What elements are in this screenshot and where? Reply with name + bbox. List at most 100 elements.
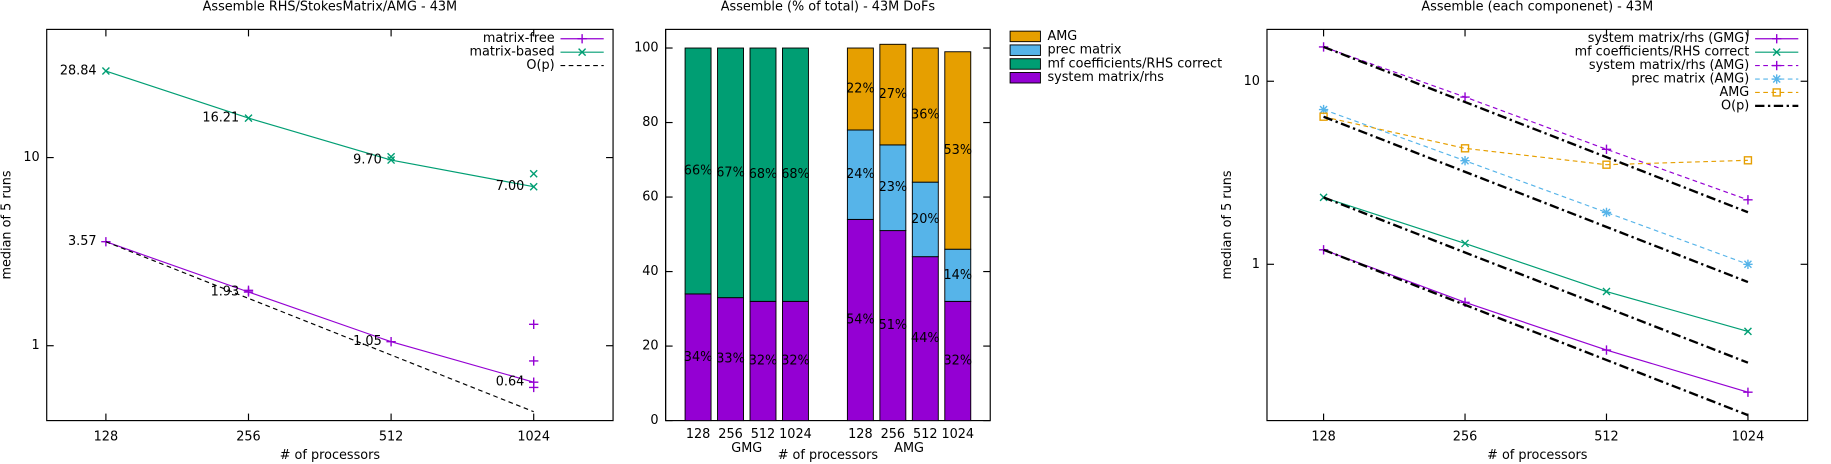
y-tick-label: 10: [23, 150, 39, 165]
data-label: 68%: [781, 167, 810, 182]
x-tick-label: 1024: [517, 429, 550, 444]
data-label: 67%: [716, 165, 745, 180]
marker: [1602, 160, 1611, 169]
legend-swatch: [1009, 30, 1041, 43]
y-tick-label: 60: [642, 190, 658, 205]
data-label: 24%: [846, 167, 875, 182]
bar-segment: [846, 218, 874, 422]
chart-title: Assemble RHS/StokesMatrix/AMG - 43M: [203, 0, 457, 15]
marker: [243, 287, 254, 297]
y-tick-label: 0: [650, 413, 658, 428]
series-line: [1323, 196, 1749, 332]
marker: [1743, 387, 1753, 397]
bar-segment: [717, 297, 744, 422]
y-tick-label: 1: [32, 338, 40, 353]
legend-label: prec matrix (AMG): [1631, 72, 1749, 87]
marker: [529, 382, 539, 393]
legend-swatch: [1009, 44, 1041, 56]
x-tick-label: 256: [718, 427, 743, 442]
bar-segment: [879, 144, 907, 232]
marker: [1743, 156, 1753, 165]
legend-label: prec matrix: [1047, 43, 1121, 58]
marker: [578, 48, 587, 57]
marker: [1460, 156, 1470, 166]
marker: [1743, 195, 1753, 205]
data-label: 68%: [749, 167, 778, 182]
marker: [577, 34, 587, 44]
bar-segment: [911, 256, 939, 422]
y-tick-label: 100: [634, 41, 659, 56]
data-label: 66%: [684, 163, 713, 178]
x-tick-label: 256: [881, 427, 906, 442]
marker: [529, 356, 539, 366]
data-label: 32%: [944, 353, 973, 368]
y-axis-label: median of 5 runs: [0, 170, 15, 279]
series-line: [1323, 115, 1749, 284]
bar-segment: [782, 47, 809, 302]
marker: [386, 337, 396, 347]
legend-label: O(p): [526, 58, 554, 73]
marker: [101, 67, 110, 76]
x-tick-label: 512: [751, 427, 776, 442]
x-tick-label: 128: [1311, 429, 1335, 444]
bar-segment: [911, 47, 939, 183]
x-tick-label: 1024: [1732, 429, 1765, 444]
series-line: [1323, 116, 1748, 166]
y-tick-label: 10: [1244, 74, 1260, 89]
marker: [1460, 144, 1470, 153]
y-tick-label: 40: [642, 264, 658, 279]
marker: [1601, 207, 1612, 218]
bar-segment: [879, 230, 907, 422]
data-label: 51%: [879, 318, 908, 333]
y-tick-label: 1: [1252, 257, 1260, 272]
data-label: 1.05: [353, 334, 382, 349]
data-label: 34%: [684, 350, 713, 365]
bar-segment: [684, 47, 712, 295]
data-label: 14%: [944, 268, 973, 283]
data-label: 32%: [781, 353, 810, 368]
marker: [244, 114, 253, 123]
marker: [1601, 144, 1612, 154]
data-label: 54%: [846, 312, 875, 327]
data-label: 1.93: [211, 284, 240, 299]
x-axis-label: # of processors: [778, 448, 879, 463]
legend-label: mf coefficients/RHS correct: [1047, 56, 1222, 71]
x-tick-label: 256: [1453, 429, 1478, 444]
marker: [1602, 287, 1611, 296]
bar-segment: [749, 300, 777, 422]
plot-frame: [46, 28, 614, 422]
legend-swatch: [1009, 58, 1041, 70]
chart-title: Assemble (% of total) - 43M DoFs: [721, 0, 936, 15]
data-label: 32%: [749, 353, 778, 368]
marker: [1743, 327, 1752, 336]
bar-segment: [944, 248, 972, 302]
data-label: 23%: [879, 180, 908, 195]
legend-swatch: [1009, 72, 1041, 84]
marker: [529, 182, 538, 191]
group-label: GMG: [731, 441, 762, 456]
marker: [1772, 34, 1782, 44]
marker: [1772, 88, 1781, 97]
x-tick-label: 512: [1594, 429, 1619, 444]
legend-label: AMG: [1047, 29, 1077, 44]
data-label: 7.00: [496, 179, 525, 194]
y-axis-label: median of 5 runs: [1220, 170, 1235, 279]
data-label: 16.21: [202, 111, 239, 126]
plot-frame: [1266, 28, 1809, 422]
series-line: [1323, 249, 1749, 393]
y-tick-label: 80: [642, 115, 658, 130]
legend-label: O(p): [1721, 98, 1749, 113]
marker: [387, 152, 396, 161]
data-label: 9.70: [353, 153, 382, 168]
bar-segment: [944, 300, 972, 422]
series-line: [105, 241, 534, 383]
legend-label: AMG: [1719, 85, 1749, 100]
marker: [1601, 345, 1612, 355]
marker: [1772, 48, 1781, 57]
marker: [1460, 92, 1470, 102]
data-label: 27%: [879, 87, 908, 102]
marker: [387, 156, 396, 165]
legend-label: system matrix/rhs (GMG): [1588, 31, 1750, 46]
y-tick-label: 20: [642, 339, 658, 354]
x-tick-label: 128: [94, 429, 119, 444]
